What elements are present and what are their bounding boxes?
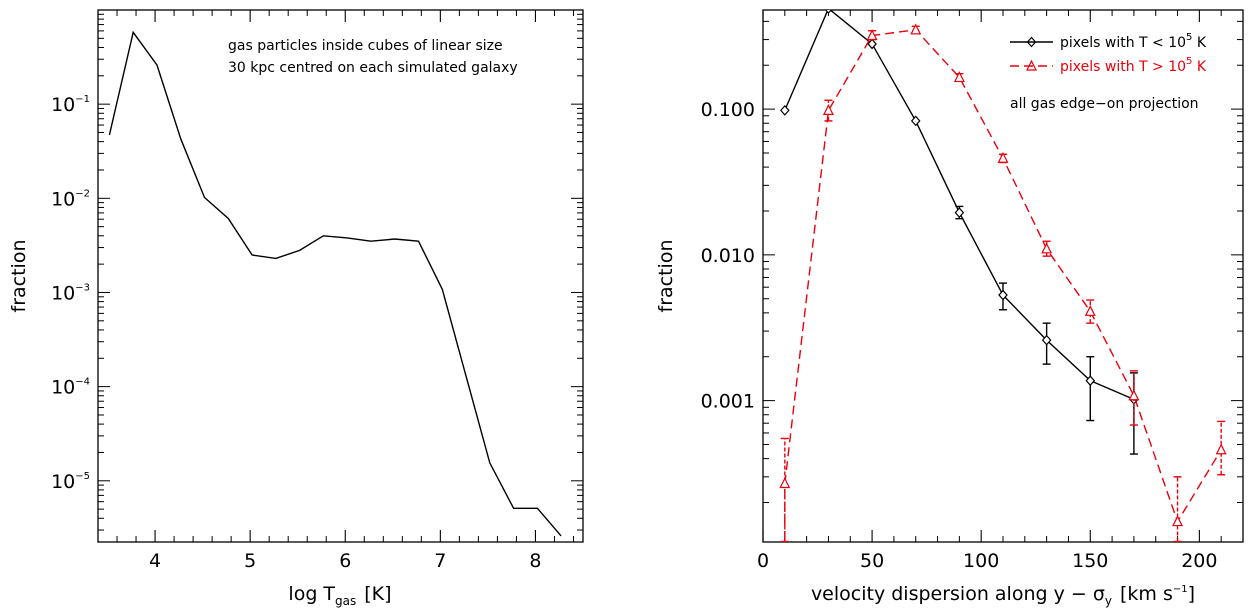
left-series-line (108, 30, 562, 537)
y-tick-label: 10−4 (51, 377, 90, 399)
series-line-1 (784, 29, 1222, 542)
diamond-marker (998, 289, 1008, 301)
right-series-group (779, 10, 1227, 542)
left-annotation-line-1: gas particles inside cubes of linear siz… (228, 38, 503, 54)
triangle-marker (822, 104, 834, 115)
x-tick-label: 150 (1072, 550, 1108, 572)
triangle-marker (1084, 304, 1096, 316)
legend-entry-red: pixels with T > 105 K (1060, 56, 1207, 75)
y-tick-exponent: −1 (75, 94, 90, 105)
x-tick-label: 100 (963, 550, 999, 572)
left-x-axis-label: log Tgas [K] (288, 583, 391, 608)
left-chart: 4 5 6 7 810−110−210−310−410−5 gas particles … (8, 9, 584, 608)
x-tick-label: 6 (339, 550, 351, 572)
x-tick-label: 8 (529, 550, 541, 572)
triangle-marker (1172, 515, 1184, 527)
x-tick-label: 200 (1181, 550, 1217, 572)
y-tick-mantissa: 10 (51, 188, 75, 210)
triangle-marker (1041, 242, 1053, 254)
legend-swatch-marker-triangle (1026, 59, 1037, 71)
y-tick-label: 10−2 (51, 188, 90, 210)
diamond-marker (1041, 334, 1052, 346)
triangle-marker (779, 477, 791, 489)
diamond-marker (910, 115, 921, 127)
legend-entry-black: pixels with T < 105 K (1060, 32, 1207, 51)
left-plot-frame (97, 9, 584, 543)
y-tick-label: 0.010 (701, 245, 755, 267)
right-legend: pixels with T < 105 K pixels with T > 10… (1010, 32, 1207, 75)
right-plot-frame (762, 9, 1244, 543)
right-series-0 (780, 10, 1139, 455)
x-tick-label: 4 (149, 550, 161, 572)
right-chart: 0 50 100 150 200 0.100 0.010 0.001 pixels with … (655, 9, 1244, 608)
y-tick-exponent: −5 (75, 471, 90, 482)
y-tick-mantissa: 10 (51, 282, 75, 304)
diamond-marker (780, 104, 790, 116)
triangle-marker (1128, 389, 1140, 401)
triangle-marker (953, 71, 965, 83)
y-tick-label: 0.100 (701, 99, 755, 121)
right-tick-labels: 0 50 100 150 200 0.100 0.010 0.001 (701, 99, 1218, 572)
legend-swatch-marker-diamond (1026, 36, 1037, 48)
left-axis-ticks (97, 9, 583, 542)
y-tick-label: 10−5 (51, 471, 90, 493)
right-annotation: all gas edge−on projection (1010, 96, 1199, 112)
triangle-marker (910, 23, 922, 35)
y-tick-label: 10−3 (51, 282, 90, 304)
right-x-axis-label: velocity dispersion along y − σy [km s−1] (811, 583, 1195, 608)
x-tick-label: 5 (244, 550, 256, 572)
right-y-axis-label: fraction (655, 240, 677, 313)
y-tick-mantissa: 10 (51, 471, 75, 493)
triangle-marker (1215, 443, 1227, 455)
diamond-marker (867, 38, 877, 50)
y-tick-exponent: −4 (75, 377, 90, 388)
triangle-marker (866, 29, 878, 41)
y-tick-exponent: −2 (75, 188, 90, 199)
triangle-marker (997, 151, 1009, 163)
y-tick-exponent: −3 (75, 282, 90, 293)
right-axis-ticks (762, 10, 1244, 542)
left-annotation-line-2: 30 kpc centred on each simulated galaxy (228, 60, 518, 76)
diamond-marker (824, 10, 832, 14)
right-series-1 (779, 23, 1227, 542)
y-tick-label: 10−1 (51, 94, 90, 116)
x-tick-label: 50 (860, 550, 884, 572)
x-tick-label: 7 (434, 550, 446, 572)
y-tick-mantissa: 10 (51, 94, 75, 116)
left-y-axis-label: fraction (8, 240, 30, 313)
y-tick-label: 0.001 (701, 391, 755, 413)
left-tick-labels: 4 5 6 7 810−110−210−310−410−5 (51, 94, 541, 572)
y-tick-mantissa: 10 (51, 377, 75, 399)
diamond-marker (954, 207, 965, 218)
diamond-marker (1085, 375, 1096, 387)
x-tick-label: 0 (757, 550, 769, 572)
